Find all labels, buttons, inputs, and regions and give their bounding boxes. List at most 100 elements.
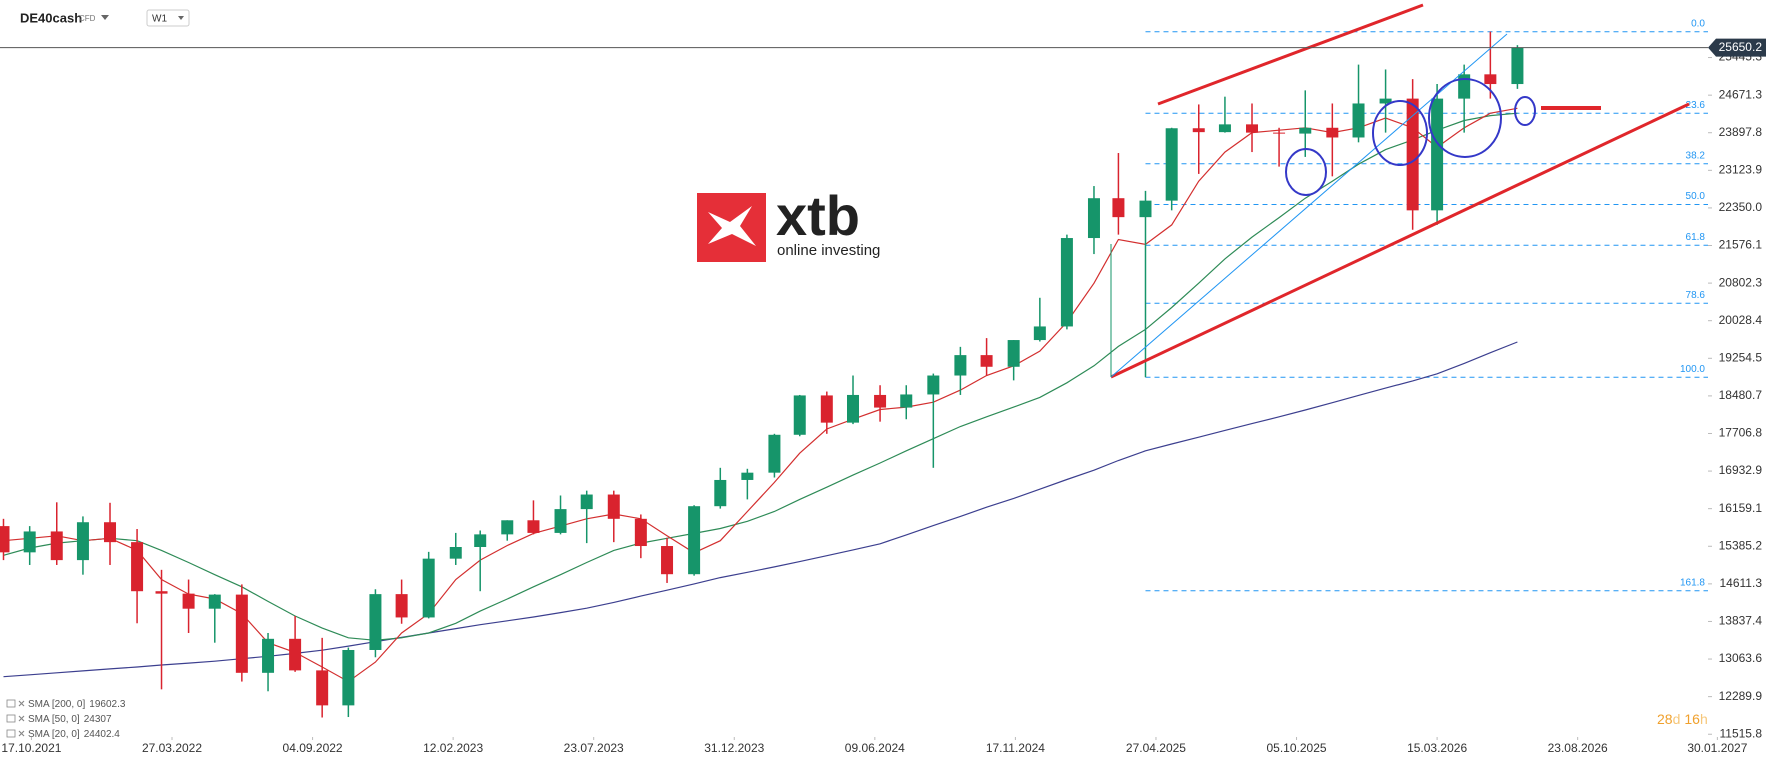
candle-body	[954, 355, 967, 376]
candle-body	[1007, 340, 1020, 367]
fib-label: 50.0	[1686, 191, 1706, 202]
candle-body	[1033, 326, 1046, 341]
candle-body	[1060, 238, 1073, 327]
sma-line	[3, 341, 1518, 678]
candle-body	[741, 472, 754, 480]
fib-label: 61.8	[1686, 232, 1706, 243]
candle-body	[634, 518, 647, 547]
legend-name: SMA [20, 0]	[28, 729, 80, 740]
candle-body	[155, 591, 168, 594]
candle-body	[847, 394, 860, 423]
fib-diagonal	[1110, 33, 1508, 378]
y-tick-label: 21576.1	[1719, 238, 1763, 252]
y-tick-label: 23897.8	[1719, 125, 1763, 139]
candle-body	[607, 494, 620, 519]
candle-body	[1352, 103, 1365, 138]
x-tick-label: 23.08.2026	[1548, 741, 1608, 755]
legend-icon	[6, 729, 16, 738]
candle-body	[1112, 198, 1125, 218]
dropdown-arrow[interactable]	[101, 15, 109, 20]
x-tick-label: 27.04.2025	[1126, 741, 1186, 755]
legend-icon	[6, 699, 16, 708]
legend-value: 24307	[84, 714, 112, 725]
legend-name: SMA [200, 0]	[28, 699, 85, 710]
legend-close[interactable]	[18, 715, 25, 722]
legend-entry: SMA [50, 0] 24307	[28, 714, 112, 725]
candle-body	[1458, 74, 1471, 99]
legend-close[interactable]	[18, 700, 25, 707]
y-tick-label: 20802.3	[1719, 275, 1763, 289]
x-tick-label: 05.10.2025	[1267, 741, 1327, 755]
moving-averages	[3, 107, 1518, 683]
candle-body	[1431, 98, 1444, 211]
annotations	[1110, 3, 1690, 379]
sma-line	[3, 107, 1518, 683]
candle-body	[900, 394, 913, 408]
candle-body	[422, 558, 435, 618]
highlight-circle	[1285, 148, 1327, 196]
highlight-circle	[1372, 100, 1428, 166]
candle-body	[1246, 124, 1259, 133]
candle-body	[1484, 74, 1497, 85]
x-tick-label: 17.11.2024	[986, 741, 1045, 755]
sma-line	[3, 112, 1518, 641]
legend-value: 24402.4	[84, 729, 121, 740]
candle-body	[768, 434, 781, 473]
logo-tagline: online investing	[777, 242, 880, 259]
candle-body	[342, 649, 355, 706]
candle-body	[104, 522, 117, 543]
candle-body	[688, 506, 701, 575]
y-tick-label: 16932.9	[1719, 463, 1763, 477]
dropdown-arrow	[178, 16, 184, 20]
y-tick-label: 15385.2	[1719, 538, 1763, 552]
candle-body	[369, 594, 382, 650]
instrument: DE40cash	[20, 10, 82, 25]
candle-body	[235, 594, 248, 673]
legend-icon	[6, 714, 16, 723]
countdown-unit: h	[1700, 711, 1708, 727]
candle-body	[980, 355, 993, 367]
candle-body	[50, 531, 63, 561]
price-tag	[1708, 38, 1766, 57]
candle-body	[1326, 127, 1339, 138]
candle-body	[554, 509, 567, 533]
candle-body	[76, 522, 89, 561]
header: DE40cash CFD W1	[20, 9, 190, 27]
y-tick-label: 16159.1	[1719, 501, 1763, 515]
candle-body	[1406, 98, 1419, 211]
y-tick-label: 22350.0	[1719, 200, 1763, 214]
candle-body	[501, 520, 514, 535]
trend-line	[1157, 3, 1424, 106]
y-tick-label: 20028.4	[1719, 313, 1763, 327]
x-tick-label: 30.01.2027	[1687, 741, 1747, 755]
candle-body	[182, 593, 195, 609]
y-tick-label: 19254.5	[1719, 350, 1763, 364]
countdown: 28d 16h	[1657, 711, 1708, 727]
legend-value: 19602.3	[89, 699, 126, 710]
x-tick-label: 09.06.2024	[845, 741, 905, 755]
fib-label: 161.8	[1680, 577, 1705, 588]
timeframe-select[interactable]	[146, 9, 190, 27]
x-tick-label: 27.03.2022	[142, 741, 202, 755]
candle-body	[449, 546, 462, 559]
legend-name: SMA [50, 0]	[28, 714, 80, 725]
fib-label: 38.2	[1686, 150, 1706, 161]
candle-body	[1299, 127, 1312, 134]
candle-body	[262, 638, 275, 673]
y-tick-label: 24671.3	[1719, 87, 1763, 101]
countdown-hours: 16	[1684, 711, 1700, 727]
legend-entry: SMA [20, 0] 24402.4	[28, 729, 120, 740]
x-tick-label: 04.09.2022	[283, 741, 343, 755]
legend-close[interactable]	[18, 730, 25, 737]
candle-body	[820, 395, 833, 423]
candle-body	[23, 531, 36, 553]
price-label: 25650.2	[1719, 40, 1763, 54]
candle-body	[131, 542, 144, 592]
logo: xtb online investing	[697, 184, 880, 262]
fib-label: 78.6	[1686, 290, 1706, 301]
logo-text: xtb	[776, 184, 860, 247]
axes: 25445.324671.323897.823123.922350.021576…	[1, 50, 1762, 755]
candle-body	[793, 395, 806, 435]
candle-body	[1379, 98, 1392, 104]
